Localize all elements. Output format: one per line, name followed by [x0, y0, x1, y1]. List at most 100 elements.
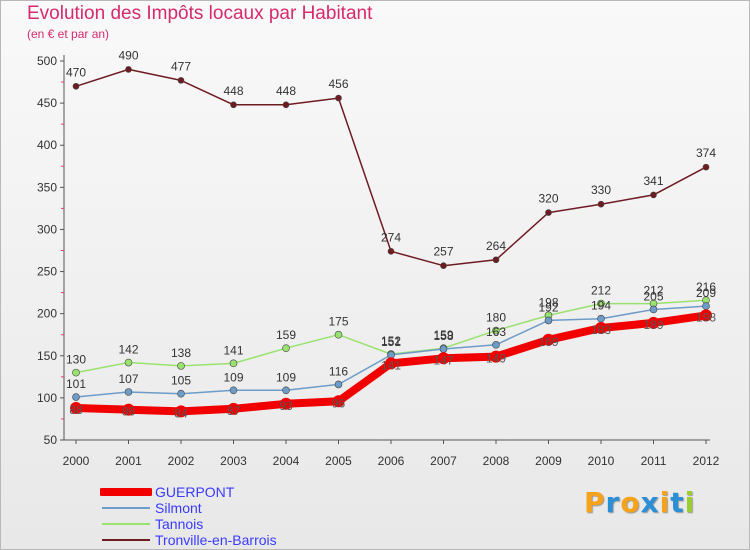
x-tick-label: 2011: [641, 454, 667, 468]
data-label-silmont: 109: [223, 370, 243, 384]
data-label-tannois: 130: [66, 353, 86, 367]
legend-label-tronville: Tronville-en-Barrois: [155, 532, 277, 548]
data-point-silmont: [334, 380, 343, 389]
data-label-silmont: 158: [433, 329, 453, 343]
data-label-tannois: 180: [486, 311, 506, 325]
data-point-silmont: [492, 341, 500, 349]
data-point-tronville-en-barrois: [72, 82, 80, 90]
data-point-tronville-en-barrois: [440, 262, 447, 269]
data-point-tronville-en-barrois: [125, 66, 132, 73]
data-point-tronville-en-barrois: [492, 256, 500, 264]
data-point-tronville-en-barrois: [702, 163, 710, 171]
data-label-guerpont: 149: [486, 352, 506, 366]
x-tick-label: 2012: [693, 454, 720, 468]
data-label-silmont: 109: [276, 370, 296, 384]
data-label-tannois: 141: [223, 343, 243, 357]
data-label-tronville-en-barrois: 374: [696, 146, 716, 160]
brand-logo: Proxiti: [584, 486, 695, 519]
brand-letter: r: [605, 486, 621, 519]
brand-letter: x: [640, 486, 660, 519]
data-label-silmont: 101: [66, 377, 86, 391]
data-label-guerpont: 96: [332, 396, 346, 410]
y-tick-label: 400: [37, 138, 57, 152]
data-point-silmont: [124, 388, 133, 396]
legend-label-guerpont: GUERPONT: [155, 484, 235, 500]
y-tick-label: 200: [37, 307, 57, 321]
chart-series: [70, 66, 712, 418]
data-point-tannois: [597, 299, 605, 308]
data-point-silmont: [439, 345, 448, 353]
data-point-tannois: [72, 368, 80, 377]
data-label-guerpont: 84: [174, 406, 188, 420]
data-point-guerpont: [700, 309, 712, 322]
data-label-tronville-en-barrois: 477: [171, 59, 191, 73]
data-point-silmont: [597, 314, 605, 323]
data-point-guerpont: [385, 357, 397, 370]
x-tick-label: 2003: [220, 454, 247, 468]
data-label-tannois: 159: [276, 328, 296, 342]
chart-subtitle: (en € et par an): [27, 27, 110, 41]
data-label-tronville-en-barrois: 320: [538, 192, 558, 206]
data-label-tannois: 138: [171, 346, 191, 360]
x-tick-label: 2008: [483, 454, 510, 468]
data-label-guerpont: 147: [433, 353, 453, 367]
data-point-guerpont: [175, 405, 187, 418]
data-point-silmont: [702, 302, 710, 310]
y-tick-label: 250: [37, 265, 57, 279]
data-label-tronville-en-barrois: 257: [433, 245, 453, 259]
data-point-guerpont: [332, 395, 345, 408]
y-tick-label: 150: [37, 349, 57, 363]
brand-letter: t: [670, 486, 685, 519]
data-point-tannois: [282, 344, 290, 352]
data-label-guerpont: 88: [69, 403, 83, 417]
data-label-tronville-en-barrois: 274: [381, 230, 401, 244]
data-point-tronville-en-barrois: [597, 200, 605, 208]
y-tick-label: 300: [37, 222, 57, 236]
data-label-tronville-en-barrois: 264: [486, 239, 506, 253]
brand-letter: i: [684, 486, 696, 519]
data-point-tronville-en-barrois: [335, 94, 342, 102]
data-point-silmont: [544, 316, 553, 325]
data-label-tronville-en-barrois: 456: [328, 77, 348, 91]
data-label-guerpont: 198: [696, 310, 716, 324]
data-label-tannois: 159: [433, 328, 453, 342]
y-tick-label: 50: [44, 433, 58, 447]
y-tick-label: 450: [37, 96, 57, 110]
data-label-silmont: 209: [696, 286, 716, 300]
data-label-tronville-en-barrois: 448: [276, 84, 296, 98]
data-label-silmont: 205: [643, 289, 663, 303]
data-point-guerpont: [437, 352, 450, 365]
y-tick-label: 350: [37, 180, 57, 194]
data-point-tronville-en-barrois: [387, 248, 395, 255]
chart-axes: 50 100 150 200 250 300 350 400 450 500 2000 2001 200…: [37, 54, 720, 468]
data-point-tronville-en-barrois: [177, 77, 185, 84]
x-tick-label: 2009: [535, 454, 562, 468]
data-label-tronville-en-barrois: 330: [591, 183, 611, 197]
data-point-silmont: [229, 386, 238, 395]
data-label-silmont: 151: [381, 335, 401, 349]
data-label-tronville-en-barrois: 448: [223, 84, 243, 98]
data-label-tannois: 212: [643, 284, 663, 298]
data-label-tannois: 175: [328, 315, 348, 329]
chart-title: Evolution des Impôts locaux par Habitant: [27, 3, 373, 24]
x-tick-label: 2010: [588, 454, 615, 468]
data-point-guerpont: [280, 397, 292, 410]
y-tick-label: 100: [37, 391, 57, 405]
data-point-tronville-en-barrois: [545, 209, 552, 216]
data-label-tronville-en-barrois: 470: [66, 65, 86, 79]
data-point-guerpont: [542, 333, 555, 346]
data-point-tannois: [124, 358, 133, 367]
data-point-guerpont: [227, 402, 240, 415]
data-point-guerpont: [647, 316, 660, 329]
data-label-tannois: 198: [538, 295, 558, 309]
data-point-tronville-en-barrois: [650, 191, 657, 199]
legend-label-tannois: Tannois: [155, 516, 204, 532]
x-tick-label: 2005: [325, 454, 352, 468]
data-label-silmont: 163: [486, 325, 506, 339]
data-label-silmont: 105: [171, 374, 191, 388]
data-label-guerpont: 183: [591, 323, 611, 337]
data-label-silmont: 107: [118, 372, 138, 386]
data-label-tronville-en-barrois: 341: [643, 174, 663, 188]
data-label-guerpont: 169: [538, 335, 558, 349]
